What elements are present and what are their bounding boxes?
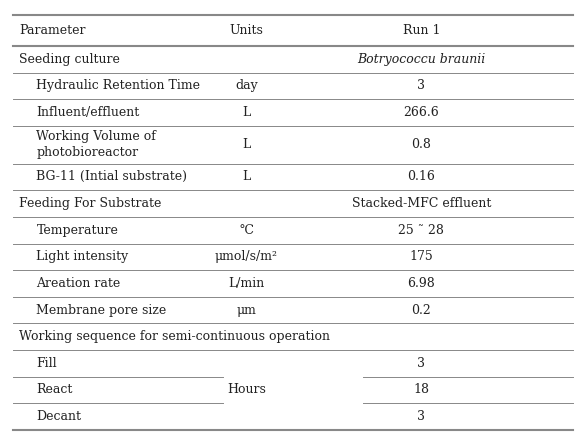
- Text: Hours: Hours: [227, 383, 266, 396]
- Text: ℃: ℃: [239, 224, 253, 237]
- Text: Run 1: Run 1: [403, 24, 440, 37]
- Text: Hydraulic Retention Time: Hydraulic Retention Time: [36, 79, 200, 92]
- Text: μmol/s/m²: μmol/s/m²: [215, 250, 278, 263]
- Text: 18: 18: [413, 383, 430, 396]
- Text: Temperature: Temperature: [36, 224, 118, 237]
- Text: 0.8: 0.8: [411, 138, 431, 151]
- Text: L: L: [242, 170, 250, 183]
- Text: Working sequence for semi-continuous operation: Working sequence for semi-continuous ope…: [19, 330, 330, 343]
- Text: Units: Units: [229, 24, 263, 37]
- Text: photobioreactor: photobioreactor: [36, 146, 138, 159]
- Text: Botryococcu braunii: Botryococcu braunii: [357, 53, 485, 66]
- Text: L/min: L/min: [228, 277, 264, 290]
- Text: L: L: [242, 106, 250, 119]
- Text: L: L: [242, 138, 250, 151]
- Text: 3: 3: [417, 357, 425, 370]
- Text: Light intensity: Light intensity: [36, 250, 129, 263]
- Text: μm: μm: [236, 304, 256, 316]
- Text: 266.6: 266.6: [403, 106, 439, 119]
- Text: 3: 3: [417, 410, 425, 423]
- Text: Stacked-MFC effluent: Stacked-MFC effluent: [352, 197, 491, 210]
- Text: day: day: [235, 79, 258, 92]
- Text: 0.16: 0.16: [407, 170, 435, 183]
- Text: 175: 175: [410, 250, 433, 263]
- Text: 6.98: 6.98: [407, 277, 435, 290]
- Text: React: React: [36, 383, 73, 396]
- Text: Working Volume of: Working Volume of: [36, 130, 156, 143]
- Text: Fill: Fill: [36, 357, 57, 370]
- Text: 3: 3: [417, 79, 425, 92]
- Text: Decant: Decant: [36, 410, 81, 423]
- Text: Feeding For Substrate: Feeding For Substrate: [19, 197, 161, 210]
- Text: Parameter: Parameter: [19, 24, 86, 37]
- Text: Membrane pore size: Membrane pore size: [36, 304, 166, 316]
- Text: BG-11 (Intial substrate): BG-11 (Intial substrate): [36, 170, 188, 183]
- Text: 0.2: 0.2: [411, 304, 431, 316]
- Text: Influent/effluent: Influent/effluent: [36, 106, 139, 119]
- Text: Seeding culture: Seeding culture: [19, 53, 120, 66]
- Text: Areation rate: Areation rate: [36, 277, 121, 290]
- Text: 25 ˜ 28: 25 ˜ 28: [398, 224, 444, 237]
